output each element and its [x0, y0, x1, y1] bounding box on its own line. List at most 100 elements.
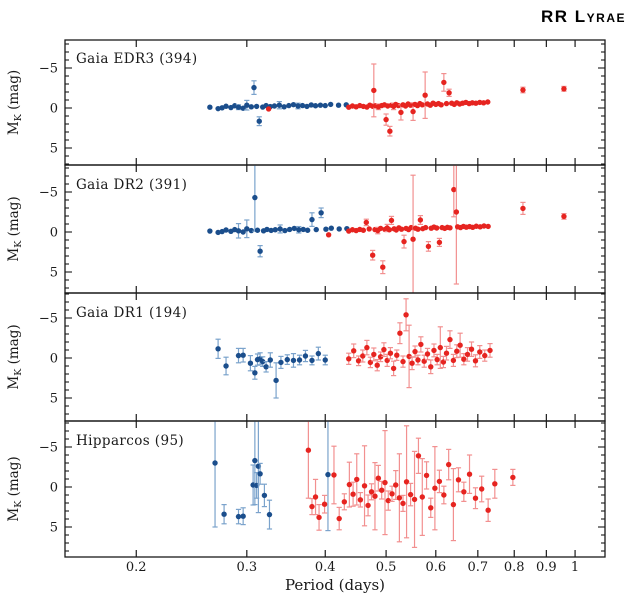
data-point [398, 109, 404, 116]
data-point [371, 87, 377, 94]
data-point [244, 226, 250, 232]
data-point [561, 213, 567, 220]
data-point [443, 350, 450, 356]
data-point [393, 482, 399, 488]
data-point [278, 359, 284, 366]
data-point [363, 219, 370, 226]
data-point [295, 103, 301, 109]
x-tick-label: 0.6 [425, 560, 446, 575]
data-point [366, 226, 372, 232]
data-point [397, 330, 403, 336]
data-point [302, 353, 309, 359]
data-point [461, 489, 467, 495]
y-axis-title: MK (mag) [6, 70, 24, 135]
data-point [412, 348, 418, 355]
data-point [457, 342, 463, 348]
data-point [240, 352, 246, 358]
data-point [425, 243, 432, 250]
data-point [235, 513, 242, 520]
data-point [422, 224, 429, 231]
data-point [418, 341, 424, 348]
y-tick-label: 5 [50, 266, 58, 281]
data-point [400, 500, 406, 507]
data-point [316, 514, 322, 521]
data-point [253, 103, 260, 110]
data-point [215, 346, 221, 352]
panel-points-1 [207, 165, 567, 293]
data-point [389, 491, 395, 497]
y-axis-title: MK (mag) [6, 456, 24, 521]
data-point [401, 238, 407, 245]
data-point [335, 102, 342, 108]
data-point [380, 264, 386, 270]
panel-frame [64, 420, 606, 558]
data-point [357, 497, 364, 503]
data-point [207, 104, 213, 110]
data-point [235, 104, 242, 110]
data-point [252, 370, 258, 376]
data-point [424, 351, 431, 357]
data-point [277, 226, 283, 232]
data-point [207, 228, 213, 234]
y-tick-label: 0 [50, 352, 58, 367]
data-point [240, 513, 246, 519]
data-point [436, 478, 443, 485]
data-point [254, 227, 261, 233]
panel-label-gaia-edr3: Gaia EDR3 (394) [76, 51, 198, 67]
y-tick-label: 0 [50, 481, 58, 496]
data-point [257, 471, 263, 477]
data-point [428, 364, 434, 370]
data-point [464, 351, 471, 358]
data-point [264, 226, 270, 233]
data-point [368, 489, 375, 495]
data-point [256, 118, 262, 124]
data-point [410, 236, 416, 242]
data-point [396, 495, 403, 501]
data-point [428, 505, 434, 511]
data-point [377, 225, 384, 232]
data-point [447, 336, 453, 343]
data-point [304, 227, 311, 233]
data-point [468, 346, 475, 352]
data-point [355, 358, 362, 364]
x-axis-title: Period (days) [284, 576, 386, 594]
data-point [403, 312, 409, 318]
data-point [440, 359, 447, 365]
data-point [312, 103, 319, 109]
data-point [309, 357, 315, 364]
panel-points-2 [215, 298, 493, 399]
data-point [244, 102, 250, 108]
data-point [485, 99, 491, 105]
data-point [398, 226, 405, 232]
data-point [472, 358, 479, 364]
data-point [390, 365, 397, 372]
data-point [410, 108, 416, 115]
data-point [455, 477, 462, 483]
data-point [374, 362, 380, 368]
y-tick-label: 0 [50, 102, 58, 117]
data-point [365, 502, 371, 509]
data-point [520, 205, 526, 212]
data-point [510, 474, 516, 481]
data-point [434, 356, 440, 363]
data-point [561, 86, 567, 92]
data-point [354, 476, 360, 483]
data-point [235, 352, 242, 359]
data-point [322, 357, 328, 363]
data-point [252, 194, 258, 201]
data-point [360, 227, 367, 233]
data-point [453, 209, 460, 215]
data-point [290, 357, 297, 364]
data-point [466, 471, 473, 477]
data-point [387, 350, 394, 356]
data-point [411, 496, 418, 503]
data-point [400, 358, 406, 365]
data-point [381, 346, 387, 353]
data-point [434, 225, 440, 231]
data-point [312, 494, 319, 500]
data-point [223, 227, 229, 233]
x-tick-label: 0.3 [236, 560, 257, 575]
panel-label-gaia-dr2: Gaia DR2 (391) [76, 177, 188, 193]
y-tick-label: −5 [39, 312, 58, 327]
data-point [477, 349, 483, 355]
